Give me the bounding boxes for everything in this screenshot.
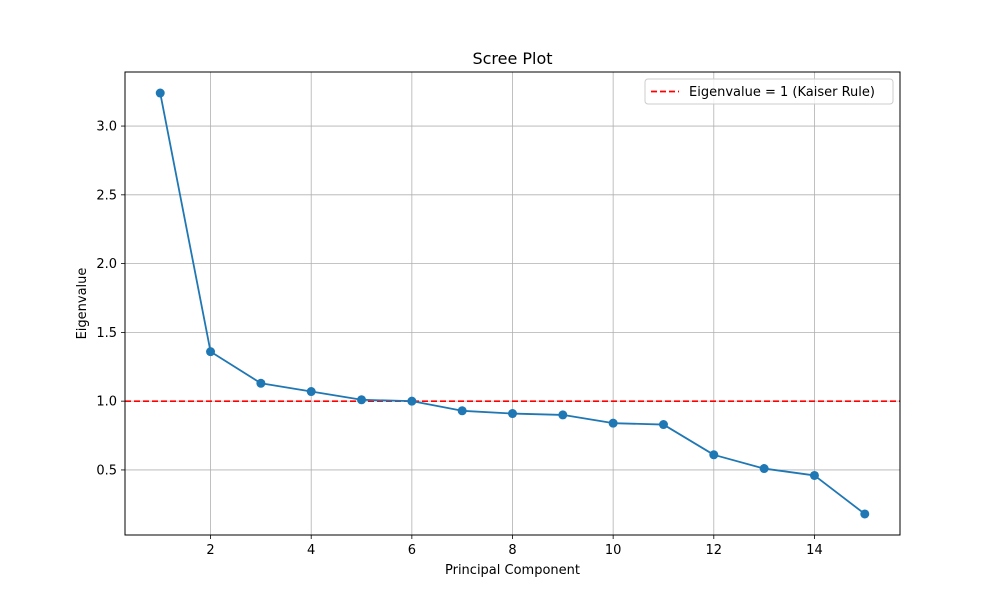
chart-title: Scree Plot	[472, 49, 552, 68]
series-layer	[155, 88, 870, 519]
data-point	[306, 387, 316, 397]
legend-box	[644, 78, 894, 105]
data-point	[860, 509, 870, 519]
y-tick-label: 1.5	[96, 326, 117, 341]
data-point	[256, 378, 266, 388]
data-point	[709, 450, 719, 460]
data-point	[457, 406, 467, 416]
x-axis-label: Principal Component	[445, 563, 580, 578]
data-point	[558, 410, 568, 420]
legend-entry-kaiser-rule: Eigenvalue = 1 (Kaiser Rule)	[689, 85, 875, 100]
y-axis-label: Eigenvalue	[75, 268, 90, 340]
x-tick-label: 4	[307, 543, 315, 558]
tick-layer: 2 4 6 8 10 12 14 0.5 1.0 1.5 2.0 2.5 3.0	[96, 120, 822, 558]
data-point	[608, 418, 618, 428]
data-point	[407, 396, 417, 406]
x-tick-label: 14	[806, 543, 823, 558]
y-tick-label: 0.5	[96, 463, 117, 478]
y-tick-label: 2.5	[96, 188, 117, 203]
data-point	[206, 347, 216, 357]
x-tick-label: 2	[206, 543, 214, 558]
x-tick-label: 12	[706, 543, 723, 558]
data-point	[658, 420, 668, 430]
x-tick-label: 10	[605, 543, 622, 558]
x-tick-label: 8	[508, 543, 516, 558]
legend: Eigenvalue = 1 (Kaiser Rule)	[644, 78, 894, 105]
y-tick-label: 3.0	[96, 120, 117, 135]
x-tick-label: 6	[408, 543, 416, 558]
y-tick-label: 1.0	[96, 395, 117, 410]
grid-lines	[125, 72, 900, 535]
data-point	[759, 464, 769, 474]
data-point	[357, 395, 367, 405]
data-point	[809, 470, 819, 480]
data-point	[155, 88, 165, 98]
data-point	[508, 409, 517, 419]
y-tick-label: 2.0	[96, 257, 117, 272]
